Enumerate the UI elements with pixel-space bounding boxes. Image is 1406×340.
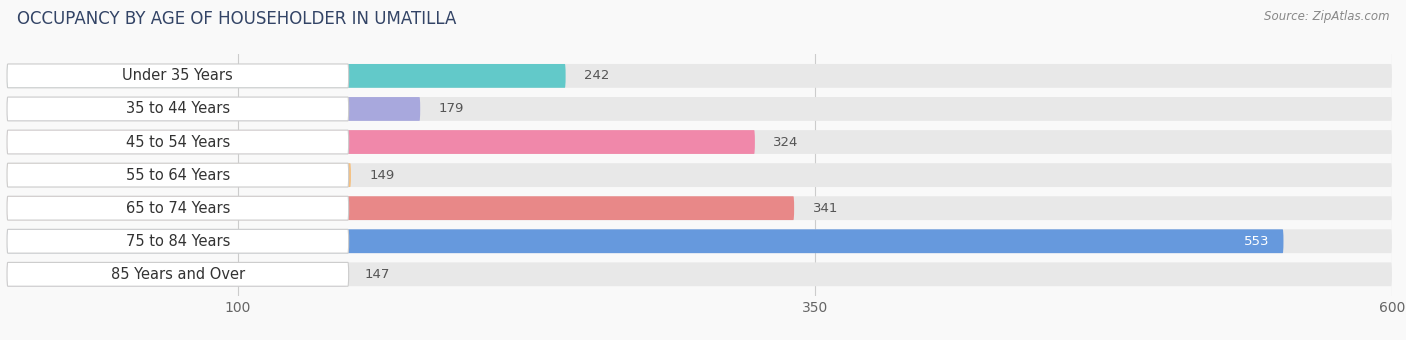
FancyBboxPatch shape: [7, 163, 349, 187]
FancyBboxPatch shape: [7, 97, 1392, 121]
Text: 149: 149: [370, 169, 395, 182]
Text: Under 35 Years: Under 35 Years: [122, 68, 233, 83]
FancyBboxPatch shape: [7, 196, 1392, 220]
Text: 35 to 44 Years: 35 to 44 Years: [125, 101, 231, 117]
FancyBboxPatch shape: [7, 262, 346, 286]
Text: 65 to 74 Years: 65 to 74 Years: [125, 201, 231, 216]
Text: 179: 179: [439, 102, 464, 116]
Text: 341: 341: [813, 202, 838, 215]
FancyBboxPatch shape: [7, 97, 420, 121]
Text: 242: 242: [583, 69, 609, 82]
FancyBboxPatch shape: [7, 230, 1284, 253]
Text: 45 to 54 Years: 45 to 54 Years: [125, 135, 231, 150]
Text: 324: 324: [773, 136, 799, 149]
Text: 55 to 64 Years: 55 to 64 Years: [125, 168, 231, 183]
FancyBboxPatch shape: [7, 230, 1392, 253]
Text: 75 to 84 Years: 75 to 84 Years: [125, 234, 231, 249]
Text: 147: 147: [364, 268, 391, 281]
FancyBboxPatch shape: [7, 262, 1392, 286]
FancyBboxPatch shape: [7, 64, 1392, 88]
FancyBboxPatch shape: [7, 196, 794, 220]
FancyBboxPatch shape: [7, 130, 349, 154]
FancyBboxPatch shape: [7, 64, 349, 88]
FancyBboxPatch shape: [7, 262, 349, 286]
FancyBboxPatch shape: [7, 97, 349, 121]
Text: Source: ZipAtlas.com: Source: ZipAtlas.com: [1264, 10, 1389, 23]
FancyBboxPatch shape: [7, 130, 755, 154]
Text: 553: 553: [1244, 235, 1270, 248]
FancyBboxPatch shape: [7, 130, 1392, 154]
Text: 85 Years and Over: 85 Years and Over: [111, 267, 245, 282]
FancyBboxPatch shape: [7, 163, 351, 187]
FancyBboxPatch shape: [7, 230, 349, 253]
FancyBboxPatch shape: [7, 64, 565, 88]
Text: OCCUPANCY BY AGE OF HOUSEHOLDER IN UMATILLA: OCCUPANCY BY AGE OF HOUSEHOLDER IN UMATI…: [17, 10, 456, 28]
FancyBboxPatch shape: [7, 196, 349, 220]
FancyBboxPatch shape: [7, 163, 1392, 187]
